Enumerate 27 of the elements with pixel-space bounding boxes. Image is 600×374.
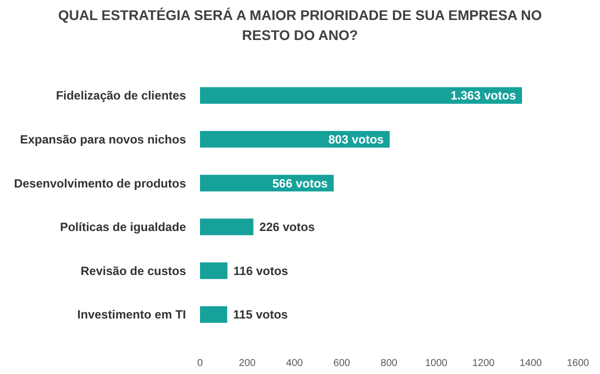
data-label: 115 votos bbox=[233, 308, 288, 322]
x-tick-label: 1200 bbox=[472, 358, 496, 369]
x-tick-label: 800 bbox=[380, 358, 398, 369]
y-tick-label: Desenvolvimento de produtos bbox=[14, 176, 186, 190]
data-label: 803 votos bbox=[328, 132, 384, 146]
chart-title: QUAL ESTRATÉGIA SERÁ A MAIOR PRIORIDADE DE SUA EMPRESA NO RESTO DO ANO? bbox=[58, 7, 542, 43]
data-label: 116 votos bbox=[233, 264, 288, 278]
x-tick-label: 1600 bbox=[566, 358, 590, 369]
data-label: 1.363 votos bbox=[450, 88, 516, 103]
y-tick-label: Investimento em TI bbox=[77, 308, 186, 322]
data-label: 566 votos bbox=[272, 176, 328, 190]
bar bbox=[200, 218, 254, 236]
x-tick-label: 200 bbox=[238, 358, 256, 369]
bar bbox=[200, 262, 228, 280]
y-tick-label: Expansão para novos nichos bbox=[20, 132, 186, 146]
y-tick-label: Políticas de igualdade bbox=[60, 220, 186, 234]
bar bbox=[200, 87, 522, 104]
x-tick-label: 1400 bbox=[520, 358, 542, 369]
bar bbox=[200, 306, 228, 323]
x-tick-label: 1000 bbox=[425, 358, 448, 369]
x-tick-label: 600 bbox=[333, 358, 351, 369]
x-tick-label: 400 bbox=[286, 358, 304, 369]
y-tick-label: Fidelização de clientes bbox=[56, 88, 186, 103]
data-label: 226 votos bbox=[259, 220, 316, 234]
x-tick-label: 0 bbox=[197, 358, 204, 369]
y-tick-label: Revisão de custos bbox=[80, 264, 186, 278]
bar bbox=[200, 130, 390, 148]
